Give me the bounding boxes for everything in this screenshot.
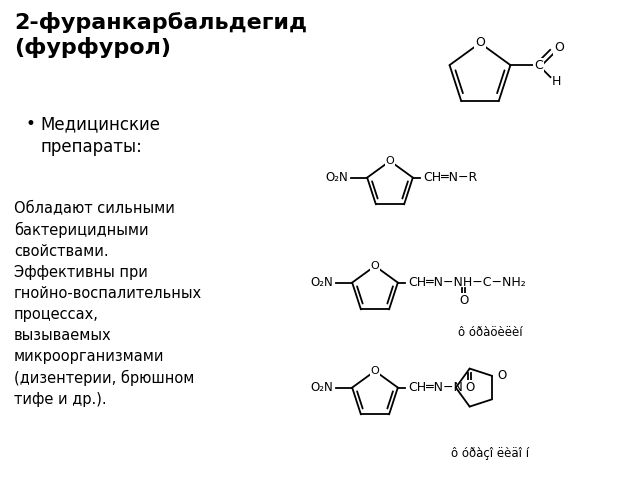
Text: •: • (26, 115, 36, 133)
Text: ô óðàçî ëèäî í: ô óðàçî ëèäî í (451, 446, 529, 459)
Text: O: O (465, 381, 474, 394)
Text: CH═N−R: CH═N−R (423, 171, 477, 184)
Text: CH═N−N: CH═N−N (408, 381, 463, 394)
Text: O: O (371, 366, 380, 376)
Text: C: C (534, 59, 543, 72)
Text: Обладают сильными
бактерицидными
свойствами.
Эффективны при
гнойно-воспалительны: Обладают сильными бактерицидными свойств… (14, 200, 202, 408)
Text: CH═N−NH−C−NH₂: CH═N−NH−C−NH₂ (408, 276, 525, 289)
Text: O: O (386, 156, 394, 166)
Text: O: O (475, 36, 485, 49)
Text: O: O (497, 369, 506, 383)
Text: O: O (371, 261, 380, 271)
Text: O₂N: O₂N (326, 171, 349, 184)
Text: O: O (554, 41, 564, 54)
Text: H: H (552, 75, 561, 88)
Text: ô óðàöèëèí: ô óðàöèëèí (458, 326, 522, 339)
Text: 2-фуранкарбальдегид
(фурфурол): 2-фуранкарбальдегид (фурфурол) (14, 12, 307, 58)
Text: O₂N: O₂N (311, 381, 333, 394)
Text: O: O (459, 294, 468, 307)
Text: O₂N: O₂N (311, 276, 333, 289)
Text: Медицинские
препараты:: Медицинские препараты: (40, 115, 160, 156)
